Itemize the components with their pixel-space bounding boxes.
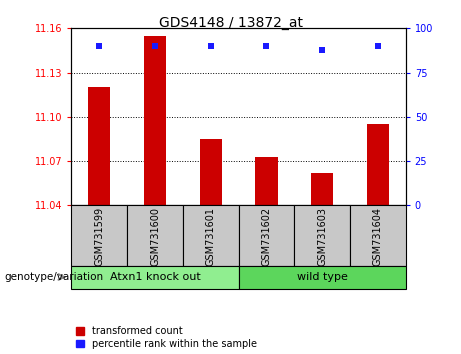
Text: GSM731601: GSM731601 — [206, 207, 216, 266]
Text: GSM731600: GSM731600 — [150, 207, 160, 266]
Text: wild type: wild type — [297, 272, 348, 282]
Bar — [255, 156, 278, 205]
Text: Atxn1 knock out: Atxn1 knock out — [110, 272, 201, 282]
Bar — [183, 205, 238, 266]
Bar — [350, 205, 406, 266]
Text: genotype/variation: genotype/variation — [5, 272, 104, 282]
Text: GSM731602: GSM731602 — [261, 207, 272, 266]
Bar — [144, 36, 166, 205]
Bar — [127, 205, 183, 266]
Bar — [71, 205, 127, 266]
Text: GSM731603: GSM731603 — [317, 207, 327, 266]
Bar — [294, 205, 350, 266]
Bar — [311, 173, 333, 205]
Text: GDS4148 / 13872_at: GDS4148 / 13872_at — [159, 16, 302, 30]
Text: GSM731604: GSM731604 — [373, 207, 383, 266]
Bar — [366, 124, 389, 205]
Bar — [238, 205, 294, 266]
Bar — [200, 139, 222, 205]
Legend: transformed count, percentile rank within the sample: transformed count, percentile rank withi… — [77, 326, 257, 349]
Bar — [88, 87, 111, 205]
Bar — [238, 266, 406, 289]
Bar — [71, 266, 239, 289]
Text: GSM731599: GSM731599 — [95, 207, 104, 266]
